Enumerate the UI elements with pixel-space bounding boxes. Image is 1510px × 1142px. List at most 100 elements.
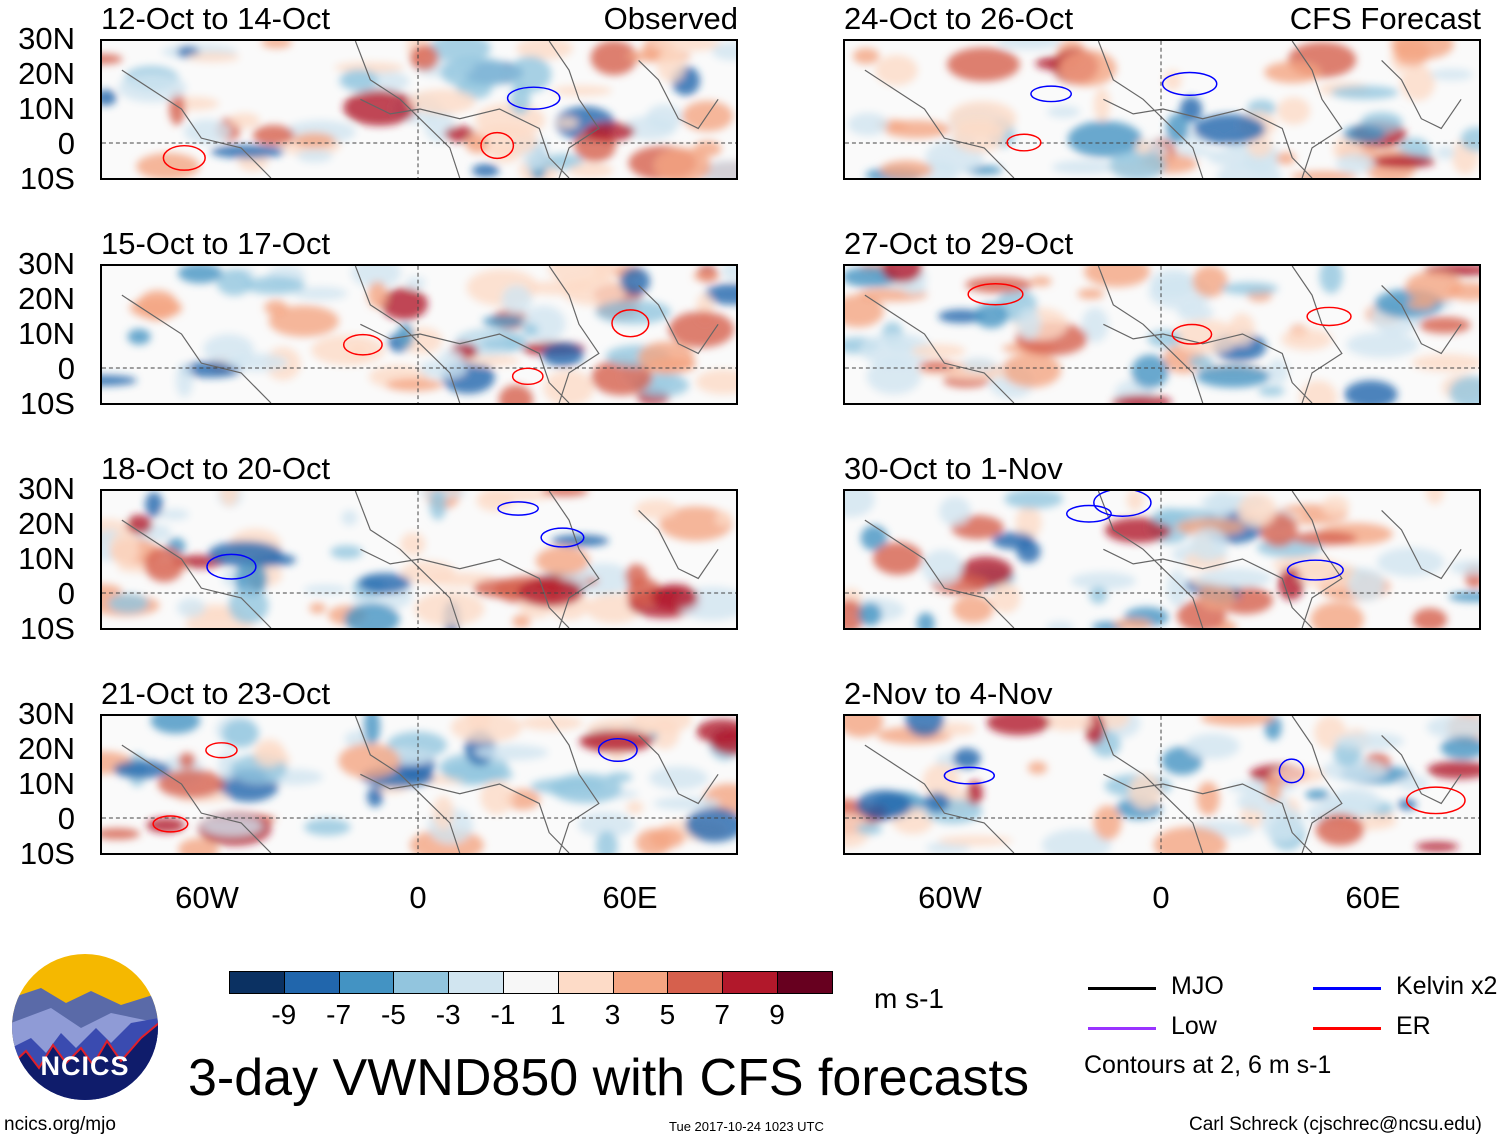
anomaly-shading bbox=[948, 100, 1017, 137]
anomaly-shading bbox=[1400, 64, 1435, 101]
anomaly-shading bbox=[150, 716, 201, 734]
anomaly-shading bbox=[695, 369, 736, 395]
anomaly-shading bbox=[1449, 376, 1479, 403]
lon-tick-label: 60E bbox=[602, 880, 658, 915]
colorbar-swatch bbox=[667, 971, 724, 994]
anomaly-shading bbox=[1200, 716, 1275, 726]
anomaly-shading bbox=[1264, 776, 1282, 802]
anomaly-shading bbox=[1411, 354, 1479, 372]
map-panel bbox=[100, 264, 738, 405]
logo: NCICS bbox=[11, 953, 159, 1101]
anomaly-shading bbox=[414, 591, 485, 627]
anomaly-shading bbox=[1081, 307, 1109, 343]
anomaly-shading bbox=[845, 716, 884, 738]
er-contour bbox=[511, 367, 544, 386]
anomaly-shading bbox=[1093, 87, 1111, 122]
figure-title: 3-day VWND850 with CFS forecasts bbox=[188, 1049, 1029, 1107]
anomaly-shading bbox=[1237, 493, 1277, 528]
anomaly-shading bbox=[505, 788, 541, 811]
anomaly-shading bbox=[1163, 69, 1182, 91]
anomaly-shading bbox=[541, 491, 589, 497]
anomaly-shading bbox=[523, 152, 547, 171]
anomaly-shading bbox=[938, 309, 985, 324]
anomaly-shading bbox=[243, 276, 306, 295]
lat-tick-label: 30N bbox=[18, 21, 75, 56]
anomaly-shading bbox=[1405, 270, 1463, 303]
anomaly-shading bbox=[579, 730, 653, 753]
anomaly-shading bbox=[634, 499, 678, 519]
anomaly-shading bbox=[590, 41, 638, 76]
kelvin-contour bbox=[597, 737, 638, 762]
anomaly-shading bbox=[568, 163, 614, 178]
anomaly-shading bbox=[860, 525, 888, 551]
legend-label: Kelvin x2 bbox=[1396, 972, 1498, 1000]
anomaly-shading bbox=[380, 287, 428, 321]
anomaly-shading bbox=[584, 122, 635, 142]
anomaly-shading bbox=[1185, 733, 1240, 759]
anomaly-shading bbox=[1041, 716, 1095, 731]
anomaly-shading bbox=[1134, 140, 1151, 155]
panel-date-range: 24-Oct to 26-Oct bbox=[844, 1, 1074, 36]
anomaly-shading bbox=[649, 766, 709, 790]
anomaly-shading bbox=[872, 542, 923, 575]
contour-note: Contours at 2, 6 m s-1 bbox=[1084, 1051, 1332, 1079]
anomaly-shading bbox=[1172, 319, 1240, 354]
anomaly-shading bbox=[107, 593, 149, 614]
er-contour bbox=[162, 144, 206, 171]
lat-tick-label: 0 bbox=[57, 576, 75, 611]
panel-date-range: 2-Nov to 4-Nov bbox=[844, 676, 1053, 711]
anomaly-shading bbox=[1051, 160, 1116, 175]
anomaly-shading bbox=[1298, 562, 1360, 589]
anomaly-shading bbox=[1370, 154, 1436, 169]
anomaly-shading bbox=[429, 491, 447, 521]
anomaly-shading bbox=[450, 716, 522, 743]
er-contour bbox=[1405, 786, 1466, 815]
anomaly-shading bbox=[1435, 145, 1455, 160]
coastline bbox=[864, 716, 1462, 853]
anomaly-shading bbox=[541, 342, 584, 367]
anomaly-shading bbox=[1397, 775, 1429, 791]
colorbar-swatch bbox=[338, 971, 395, 994]
panel-date-range: 30-Oct to 1-Nov bbox=[844, 451, 1063, 486]
anomaly-shading bbox=[1128, 774, 1162, 810]
anomaly-shading bbox=[1277, 567, 1305, 601]
map-panel bbox=[100, 39, 738, 180]
lat-tick-label: 20N bbox=[18, 506, 75, 541]
anomaly-shading bbox=[1067, 120, 1142, 158]
anomaly-shading bbox=[1046, 105, 1081, 118]
anomaly-shading bbox=[1131, 354, 1169, 389]
anomaly-shading bbox=[918, 360, 954, 372]
anomaly-shading bbox=[400, 532, 426, 556]
lat-tick-label: 10N bbox=[18, 541, 75, 576]
anomaly-shading bbox=[961, 357, 997, 373]
anomaly-shading bbox=[498, 384, 534, 403]
anomaly-shading bbox=[343, 89, 417, 126]
anomaly-shading bbox=[1166, 569, 1188, 607]
anomaly-shading bbox=[201, 815, 263, 837]
colorbar-tick-label: -1 bbox=[490, 999, 516, 1030]
anomaly-shading bbox=[385, 378, 443, 392]
anomaly-shading bbox=[253, 739, 285, 767]
anomaly-shading bbox=[922, 763, 960, 799]
colorbar-swatch bbox=[283, 971, 340, 994]
coastline bbox=[121, 266, 719, 403]
anomaly-shading bbox=[1418, 316, 1471, 334]
er-contour bbox=[480, 131, 515, 160]
anomaly-shading bbox=[996, 41, 1062, 50]
lat-tick-label: 10S bbox=[19, 836, 75, 871]
anomaly-shading bbox=[1344, 380, 1398, 403]
kelvin-contour bbox=[506, 86, 561, 110]
anomaly-shading bbox=[220, 491, 239, 507]
anomaly-shading bbox=[1109, 150, 1166, 178]
anomaly-shading bbox=[704, 283, 736, 305]
lat-tick-label: 30N bbox=[18, 471, 75, 506]
anomaly-shading bbox=[1334, 732, 1405, 750]
map-panel bbox=[843, 489, 1481, 630]
anomaly-shading bbox=[311, 334, 385, 366]
footer-url[interactable]: ncics.org/mjo bbox=[4, 1114, 116, 1135]
anomaly-shading bbox=[252, 124, 295, 146]
kelvin-contour bbox=[540, 527, 585, 548]
anomaly-shading bbox=[856, 822, 883, 835]
kelvin-contour bbox=[1161, 71, 1218, 96]
